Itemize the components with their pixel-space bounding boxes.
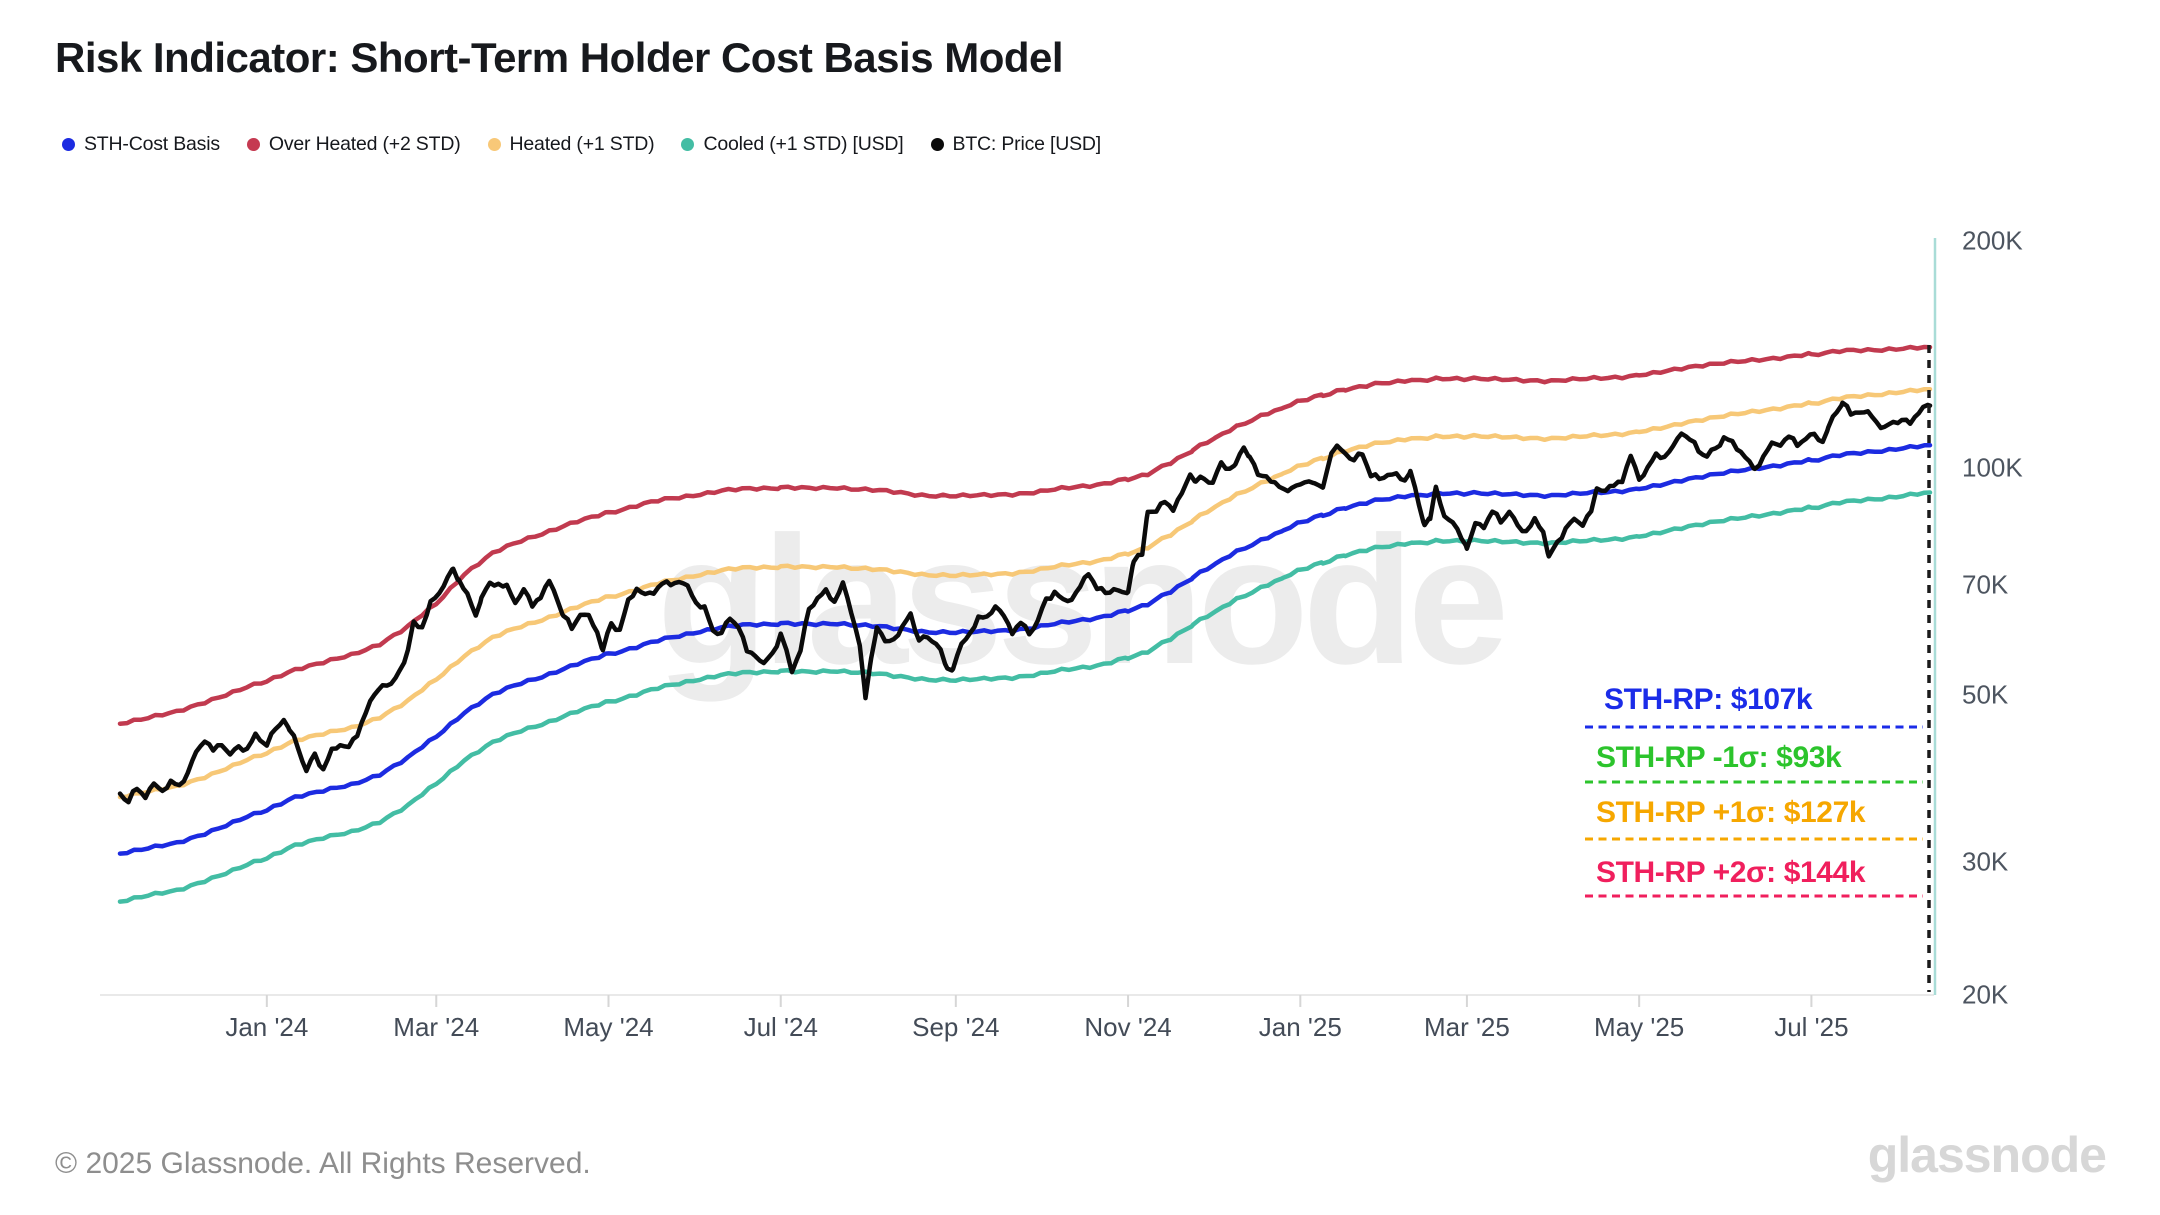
y-tick-label: 200K xyxy=(1962,225,2023,256)
legend-label: BTC: Price [USD] xyxy=(952,133,1102,155)
copyright-text: © 2025 Glassnode. All Rights Reserved. xyxy=(55,1147,591,1180)
series-over-heated-2-std xyxy=(117,344,1933,726)
legend-item-heated-1-std[interactable]: Heated (+1 STD) xyxy=(487,133,655,156)
legend-dot-icon xyxy=(487,138,501,151)
annotation-label-1: STH-RP -1σ: $93k xyxy=(1596,741,1842,774)
y-tick-label: 50K xyxy=(1962,679,2009,710)
annotation-label-3: STH-RP +2σ: $144k xyxy=(1596,856,1866,889)
legend-label: STH-Cost Basis xyxy=(84,133,220,155)
series-cooled-1-std-usd xyxy=(117,490,1933,904)
annotation-label-0: STH-RP: $107k xyxy=(1604,683,1813,716)
legend-dot-icon xyxy=(246,138,260,151)
legend-dot-icon xyxy=(681,138,695,151)
y-tick-label: 30K xyxy=(1962,846,2009,877)
y-tick-label: 100K xyxy=(1962,452,2023,483)
page-title: Risk Indicator: Short-Term Holder Cost B… xyxy=(55,34,1064,81)
x-tick-label: May '24 xyxy=(563,1012,654,1042)
legend-item-cooled-1-std-usd[interactable]: Cooled (+1 STD) [USD] xyxy=(681,133,904,156)
y-tick-label: 20K xyxy=(1962,979,2009,1010)
x-tick-label: Sep '24 xyxy=(912,1012,1000,1042)
y-tick-label: 70K xyxy=(1962,569,2009,600)
legend-label: Heated (+1 STD) xyxy=(509,133,655,155)
glassnode-logo: glassnode xyxy=(1867,1127,2107,1183)
legend-dot-icon xyxy=(62,138,75,151)
x-tick-label: May '25 xyxy=(1594,1012,1685,1042)
x-tick-label: Jul '25 xyxy=(1774,1012,1849,1042)
legend-dot-icon xyxy=(930,138,944,151)
legend-label: Cooled (+1 STD) [USD] xyxy=(703,133,904,155)
x-tick-label: Jan '24 xyxy=(225,1012,309,1042)
legend-item-sth-cost-basis[interactable]: STH-Cost Basis xyxy=(62,133,220,156)
legend-item-btc-price-usd[interactable]: BTC: Price [USD] xyxy=(930,133,1102,156)
legend: STH-Cost Basis Over Heated (+2 STD) Heated… xyxy=(62,133,1101,156)
x-tick-label: Jan '25 xyxy=(1258,1012,1342,1042)
series-heated-1-std xyxy=(117,386,1933,800)
x-tick-label: Mar '24 xyxy=(393,1012,480,1042)
series-btc-price-usd xyxy=(117,400,1933,805)
x-tick-label: Nov '24 xyxy=(1084,1012,1172,1042)
legend-item-over-heated-2-std[interactable]: Over Heated (+2 STD) xyxy=(246,133,461,156)
series-sth-cost-basis xyxy=(117,442,1933,856)
x-tick-label: Jul '24 xyxy=(743,1012,818,1042)
annotation-label-2: STH-RP +1σ: $127k xyxy=(1596,796,1866,829)
legend-label: Over Heated (+2 STD) xyxy=(268,133,461,155)
x-tick-label: Mar '25 xyxy=(1423,1012,1510,1042)
